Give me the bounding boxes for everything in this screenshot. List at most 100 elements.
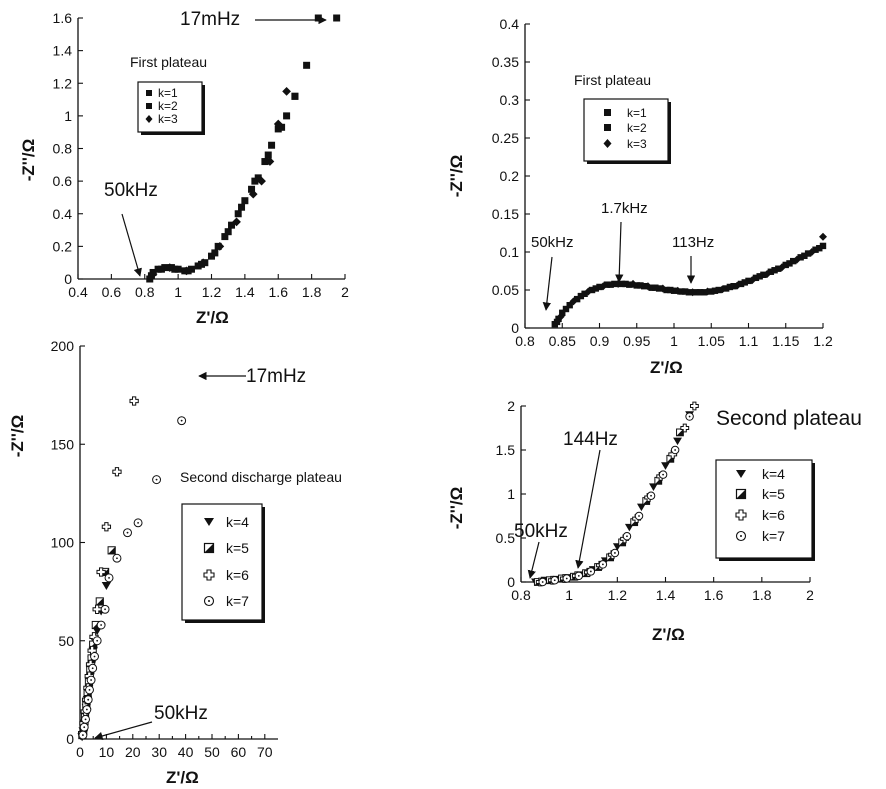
- p2-point-k2: [553, 318, 561, 326]
- p1-y-tick-label: 0.8: [53, 141, 73, 157]
- p1-axes: [77, 18, 345, 280]
- p4-y-tick-label: 0: [507, 574, 515, 590]
- p1-point-k3: [248, 189, 258, 199]
- square-marker-icon: [146, 103, 152, 109]
- cross-open-marker-icon: [203, 569, 215, 581]
- p3-point-k7: [123, 528, 132, 538]
- p2-point-k3: [819, 232, 827, 241]
- p2-point-k3: [556, 312, 565, 321]
- diamond-marker-icon: [145, 115, 153, 123]
- p1-point-k3: [215, 242, 225, 251]
- p2-point-k1: [678, 288, 685, 295]
- p4-x-tick-label: 1.2: [608, 587, 628, 603]
- p2-point-k1: [566, 302, 573, 309]
- p4-legend-box: [715, 459, 813, 559]
- p2-point-k1: [790, 257, 797, 265]
- p1-point-k3: [182, 266, 191, 276]
- p2-point-k2: [667, 286, 674, 294]
- p2-x-axis-label: Z'/Ω: [650, 358, 683, 377]
- p2-y-tick-label: 0.2: [500, 168, 520, 184]
- p1-x-tick-label: 1.4: [235, 284, 255, 300]
- p2-point-k3: [718, 285, 727, 294]
- p2-legend-item-k1: k=1: [604, 106, 647, 120]
- p3-point-k6: [101, 522, 112, 532]
- p3-legend-item-k6: k=6: [203, 567, 249, 583]
- p3-point-k7: [82, 705, 92, 714]
- panel-second-plateau-zoom: 0.8 1 1.2 1.4 1.6 1.8 2 0 0.5 1 1.5 2 Z'/Ω -Z''/Ω S…: [447, 398, 862, 644]
- p3-series-k7: [78, 416, 187, 740]
- p2-point-k2: [741, 279, 748, 286]
- p2-legend-title: First plateau: [574, 72, 651, 88]
- p1-point-k2: [157, 265, 165, 273]
- p2-point-k2: [562, 305, 570, 313]
- p3-point-k6: [96, 567, 106, 577]
- p1-x-tick-label: 1.2: [202, 284, 222, 300]
- p2-point-k3: [658, 284, 667, 293]
- p3-annotation-50khz: 50kHz: [154, 703, 208, 724]
- p2-point-k3: [778, 263, 787, 272]
- p4-data-points: [531, 401, 699, 587]
- p4-point-k7: [598, 560, 608, 569]
- p1-y-tick-label: 1: [64, 108, 72, 124]
- p1-point-k1: [261, 158, 269, 166]
- p3-point-k7: [100, 604, 110, 614]
- p2-point-k3: [703, 287, 712, 296]
- p2-point-k1: [730, 283, 737, 290]
- p4-y-axis-label: -Z''/Ω: [447, 487, 466, 529]
- p3-legend-label-k7: k=7: [226, 593, 249, 609]
- p2-point-k1: [782, 261, 789, 269]
- p4-point-k7: [610, 548, 620, 558]
- p4-series-k7: [538, 412, 694, 587]
- p2-x-tick-label: 0.8: [515, 333, 535, 349]
- p1-legend-label-k2: k=2: [158, 99, 178, 113]
- p2-point-k3: [763, 270, 772, 279]
- p3-x-tick-label: 50: [204, 744, 220, 760]
- p2-data-points: [551, 232, 827, 328]
- p1-annotation-17mhz: 17mHz: [180, 9, 240, 30]
- p4-legend-item-k7: k=7: [735, 528, 785, 544]
- p1-point-k3: [165, 263, 175, 272]
- p3-annotation-17mhz: 17mHz: [246, 366, 306, 387]
- p3-legend: k=4 k=5 k=6 k=7: [181, 503, 265, 623]
- p3-point-k7: [85, 685, 94, 695]
- p2-point-k1: [559, 309, 566, 316]
- p4-point-k7: [574, 571, 584, 581]
- p4-legend-label-k7: k=7: [762, 528, 785, 544]
- p1-y-tick-label: 0.6: [53, 173, 73, 189]
- p1-legend-label-k1: k=1: [158, 86, 178, 100]
- p2-y-tick-label: 0.15: [492, 206, 519, 222]
- p4-y-tick-label: 1.5: [496, 442, 516, 458]
- p3-x-tick-label: 70: [257, 744, 273, 760]
- p1-legend-item-k1: k=1: [146, 86, 178, 100]
- p2-ticks: 0.8 0.85 0.9 0.95 1 1.05 1.1 1.15 1.2 0 0.05 0.1 0.1…: [492, 16, 833, 349]
- p2-point-k2: [801, 252, 808, 259]
- p4-legend-label-k4: k=4: [762, 466, 785, 482]
- p2-point-k1: [804, 250, 812, 257]
- p1-point-k2: [251, 177, 259, 185]
- p4-x-tick-label: 1.8: [752, 587, 772, 603]
- p2-x-tick-label: 1.05: [698, 333, 725, 349]
- p2-series-k1: [551, 242, 827, 328]
- p2-arrow-1-7khz: [615, 221, 624, 283]
- p3-point-k7: [81, 714, 91, 724]
- p2-point-k3: [599, 282, 608, 291]
- p2-point-k1: [737, 280, 745, 288]
- p1-x-tick-label: 0.4: [68, 284, 88, 300]
- square-marker-icon: [146, 90, 152, 96]
- p2-point-k2: [622, 280, 629, 288]
- p2-point-k1: [596, 283, 603, 291]
- p1-point-k1: [283, 112, 291, 120]
- p2-point-k1: [775, 265, 782, 272]
- p4-point-k4: [636, 503, 646, 512]
- p2-axes: [524, 24, 823, 329]
- p2-point-k3: [807, 248, 816, 256]
- p3-point-k7: [96, 620, 106, 630]
- p3-point-k7: [83, 695, 93, 705]
- p4-legend-item-k4: k=4: [736, 466, 785, 482]
- p3-legend-item-k4: k=4: [204, 514, 249, 530]
- p1-legend: k=1 k=2 k=3: [137, 81, 205, 135]
- p2-point-k3: [733, 281, 742, 290]
- p4-point-k7: [538, 577, 547, 587]
- p4-x-tick-label: 2: [806, 587, 814, 603]
- cross-open-marker-icon: [735, 509, 747, 521]
